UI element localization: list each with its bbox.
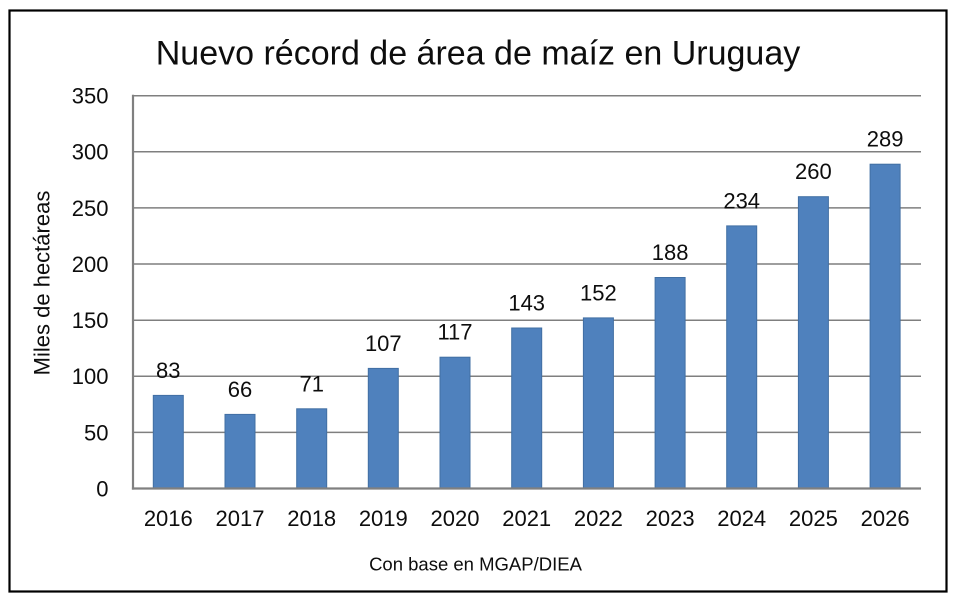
svg-text:200: 200 — [72, 252, 109, 277]
svg-text:2021: 2021 — [502, 506, 551, 531]
svg-text:50: 50 — [84, 420, 108, 445]
svg-text:2026: 2026 — [861, 506, 910, 531]
svg-text:117: 117 — [437, 320, 472, 345]
svg-text:260: 260 — [795, 159, 832, 184]
svg-text:2023: 2023 — [646, 506, 695, 531]
svg-text:188: 188 — [652, 240, 689, 265]
svg-text:2024: 2024 — [717, 506, 766, 531]
svg-text:150: 150 — [72, 308, 109, 333]
svg-text:2018: 2018 — [287, 506, 336, 531]
svg-text:83: 83 — [156, 358, 180, 383]
svg-text:143: 143 — [508, 291, 545, 316]
svg-text:100: 100 — [72, 364, 109, 389]
svg-text:2016: 2016 — [144, 506, 193, 531]
svg-text:152: 152 — [580, 280, 617, 305]
svg-text:2020: 2020 — [431, 506, 480, 531]
svg-text:2019: 2019 — [359, 506, 408, 531]
svg-text:66: 66 — [228, 377, 252, 402]
svg-text:2025: 2025 — [789, 506, 838, 531]
svg-text:Con base en MGAP/DIEA: Con base en MGAP/DIEA — [369, 554, 583, 575]
svg-text:71: 71 — [299, 371, 323, 396]
svg-text:350: 350 — [72, 84, 109, 109]
svg-text:2017: 2017 — [216, 506, 265, 531]
svg-text:234: 234 — [723, 188, 760, 213]
svg-text:2022: 2022 — [574, 506, 623, 531]
svg-text:107: 107 — [365, 331, 402, 356]
svg-text:Miles de hectáreas: Miles de hectáreas — [30, 191, 55, 376]
svg-text:250: 250 — [72, 196, 109, 221]
svg-text:300: 300 — [72, 140, 109, 165]
svg-text:289: 289 — [867, 127, 904, 152]
svg-text:Nuevo récord de área de maíz e: Nuevo récord de área de maíz en Uruguay — [156, 35, 800, 73]
svg-text:0: 0 — [96, 476, 108, 501]
